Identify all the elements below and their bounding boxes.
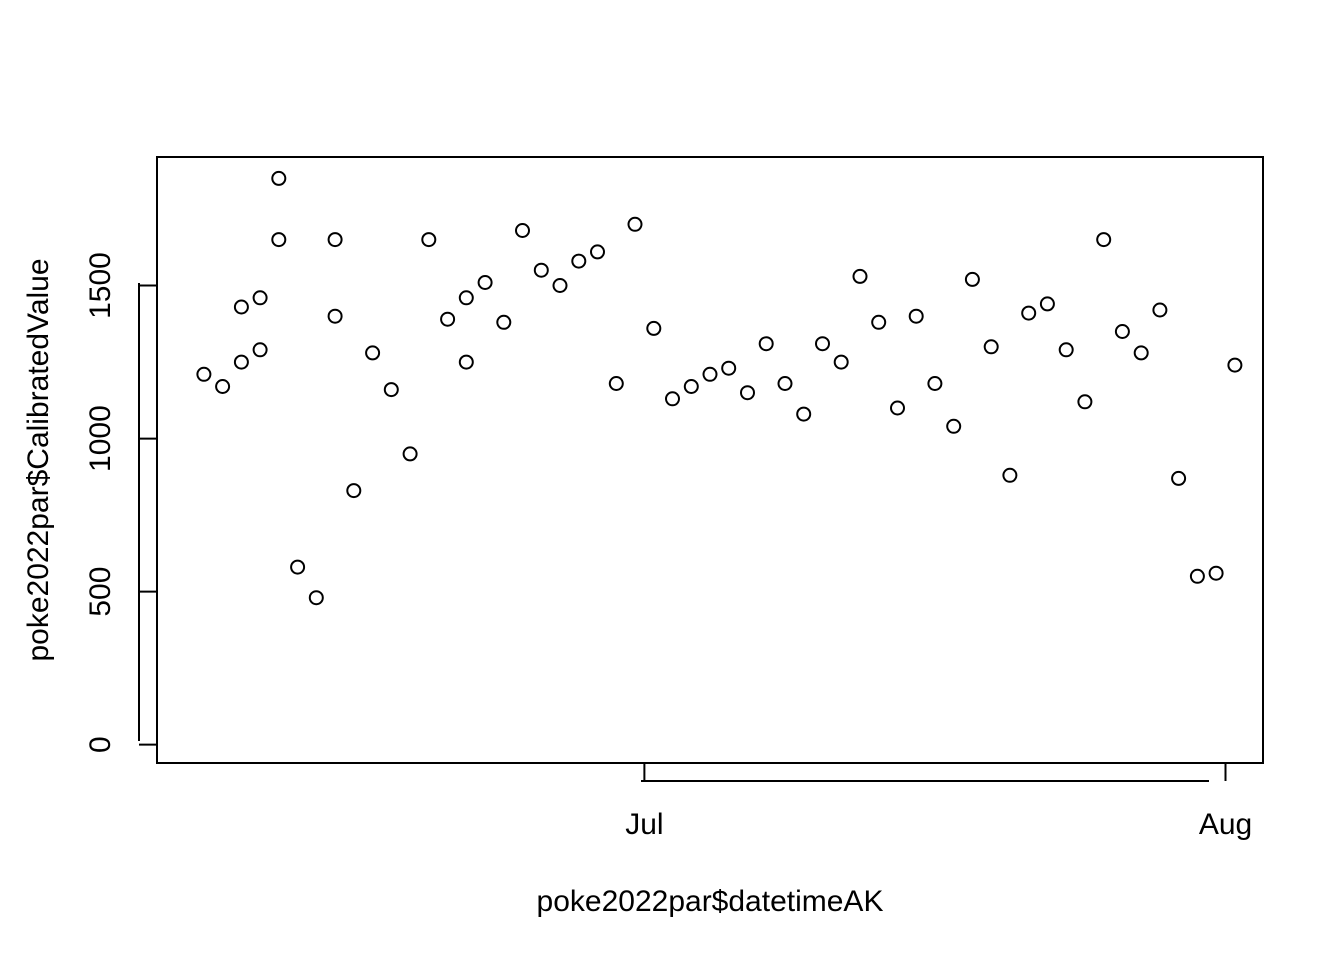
data-point bbox=[365, 345, 381, 361]
data-point bbox=[552, 278, 568, 293]
y-tick-label: 1500 bbox=[84, 252, 117, 319]
data-point bbox=[1039, 296, 1055, 312]
x-axis-label: poke2022par$datetimeAK bbox=[537, 885, 884, 918]
data-point bbox=[721, 360, 737, 376]
data-point bbox=[1021, 305, 1037, 321]
data-point bbox=[271, 170, 287, 186]
y-tick-label: 0 bbox=[84, 736, 117, 753]
data-point bbox=[571, 253, 587, 269]
data-point bbox=[383, 382, 399, 398]
data-point bbox=[852, 268, 868, 284]
data-point bbox=[1171, 470, 1187, 486]
data-point bbox=[1002, 467, 1018, 483]
data-point bbox=[458, 354, 474, 370]
y-axis-label: poke2022par$CalibratedValue bbox=[22, 258, 55, 661]
data-point bbox=[308, 590, 324, 606]
data-point bbox=[927, 376, 943, 391]
y-tick-label: 500 bbox=[84, 567, 117, 617]
data-point bbox=[290, 559, 306, 575]
data-point bbox=[777, 376, 793, 391]
data-point bbox=[1152, 302, 1168, 318]
data-point bbox=[627, 216, 643, 232]
data-point bbox=[252, 290, 268, 306]
data-point bbox=[515, 223, 530, 238]
data-point bbox=[233, 299, 249, 315]
y-axis: 0 500 1000 1500 bbox=[84, 252, 157, 753]
data-point bbox=[196, 366, 212, 382]
data-point bbox=[890, 400, 905, 416]
data-point bbox=[815, 336, 830, 352]
data-point bbox=[271, 232, 287, 248]
x-tick-label: Aug bbox=[1199, 808, 1252, 841]
data-point bbox=[871, 314, 887, 330]
data-point bbox=[252, 342, 268, 358]
data-point bbox=[833, 354, 849, 370]
plot-frame bbox=[156, 156, 1264, 764]
data-point bbox=[1096, 232, 1112, 248]
data-point bbox=[702, 366, 718, 382]
data-point bbox=[758, 336, 774, 352]
data-point bbox=[327, 232, 343, 248]
data-point bbox=[533, 262, 549, 278]
data-point bbox=[496, 314, 512, 330]
data-point bbox=[477, 275, 493, 290]
x-tick-label: Jul bbox=[625, 808, 663, 841]
data-point bbox=[1133, 345, 1149, 361]
y-tick-label: 1000 bbox=[84, 405, 117, 472]
data-point bbox=[608, 376, 624, 391]
data-point bbox=[983, 339, 999, 355]
data-point bbox=[646, 320, 662, 336]
data-point bbox=[796, 406, 812, 422]
data-point bbox=[458, 290, 474, 306]
data-point bbox=[683, 379, 699, 394]
data-point bbox=[1114, 324, 1130, 339]
data-point bbox=[946, 418, 962, 434]
x-axis: Jul Aug bbox=[625, 763, 1252, 841]
data-point bbox=[590, 244, 605, 260]
data-point bbox=[665, 391, 680, 407]
data-point bbox=[402, 446, 418, 462]
data-point bbox=[1058, 342, 1074, 358]
data-point bbox=[421, 232, 437, 248]
data-point bbox=[215, 379, 231, 394]
data-point bbox=[908, 308, 924, 324]
data-point bbox=[440, 311, 456, 327]
data-point bbox=[964, 271, 980, 287]
data-point bbox=[327, 308, 343, 324]
data-point bbox=[1227, 357, 1243, 373]
data-point bbox=[1077, 394, 1093, 410]
data-point bbox=[346, 483, 362, 499]
data-point bbox=[1208, 565, 1224, 581]
data-points bbox=[196, 170, 1243, 606]
data-point bbox=[1189, 568, 1205, 584]
data-point bbox=[740, 385, 755, 401]
data-point bbox=[233, 354, 249, 370]
